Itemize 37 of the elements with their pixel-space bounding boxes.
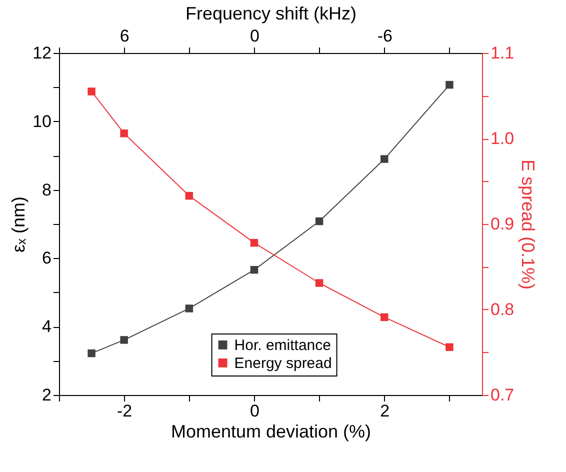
x2-tick-label: 6 <box>120 26 130 46</box>
y2-tick-label: 1.0 <box>490 129 514 148</box>
y2-tick-label: 0.9 <box>490 214 514 234</box>
x-tick-label: -2 <box>117 402 132 420</box>
y2-tick-label: 1.1 <box>490 44 514 62</box>
point <box>185 192 194 200</box>
point <box>315 279 324 287</box>
y2-axis-title: E spread (0.1%) <box>518 159 538 290</box>
y-tick-label: 2 <box>42 386 52 404</box>
point <box>185 304 194 312</box>
point <box>120 336 128 344</box>
point <box>446 80 454 89</box>
point <box>120 129 128 138</box>
x2-tick-label: 0 <box>250 26 260 46</box>
y2-tick-label: 0.7 <box>490 386 514 404</box>
y-tick-label: 8 <box>42 180 52 200</box>
legend-label: Hor. emittance <box>234 336 331 354</box>
point <box>380 313 388 322</box>
point <box>315 217 324 226</box>
y-tick-label: 12 <box>32 44 52 62</box>
y2-tick-label: 0.8 <box>490 300 514 319</box>
y-axis-title: εₓ (nm) <box>8 196 29 252</box>
x-axis-title: Momentum deviation (%) <box>170 422 372 442</box>
point <box>380 155 388 163</box>
y-tick-label: 10 <box>32 112 52 131</box>
y-tick-label: 4 <box>42 317 52 336</box>
x-tick-label: 2 <box>380 402 390 420</box>
y-tick-label: 6 <box>42 248 52 268</box>
point <box>250 266 258 274</box>
x2-tick-label: -6 <box>377 26 392 46</box>
point <box>88 88 96 96</box>
point <box>250 238 258 247</box>
point <box>446 343 454 351</box>
x-tick-label: 0 <box>250 402 260 420</box>
x2-axis-title: Frequency shift (kHz) <box>185 4 357 24</box>
point <box>88 349 96 358</box>
legend-label: Energy spread <box>234 354 332 372</box>
